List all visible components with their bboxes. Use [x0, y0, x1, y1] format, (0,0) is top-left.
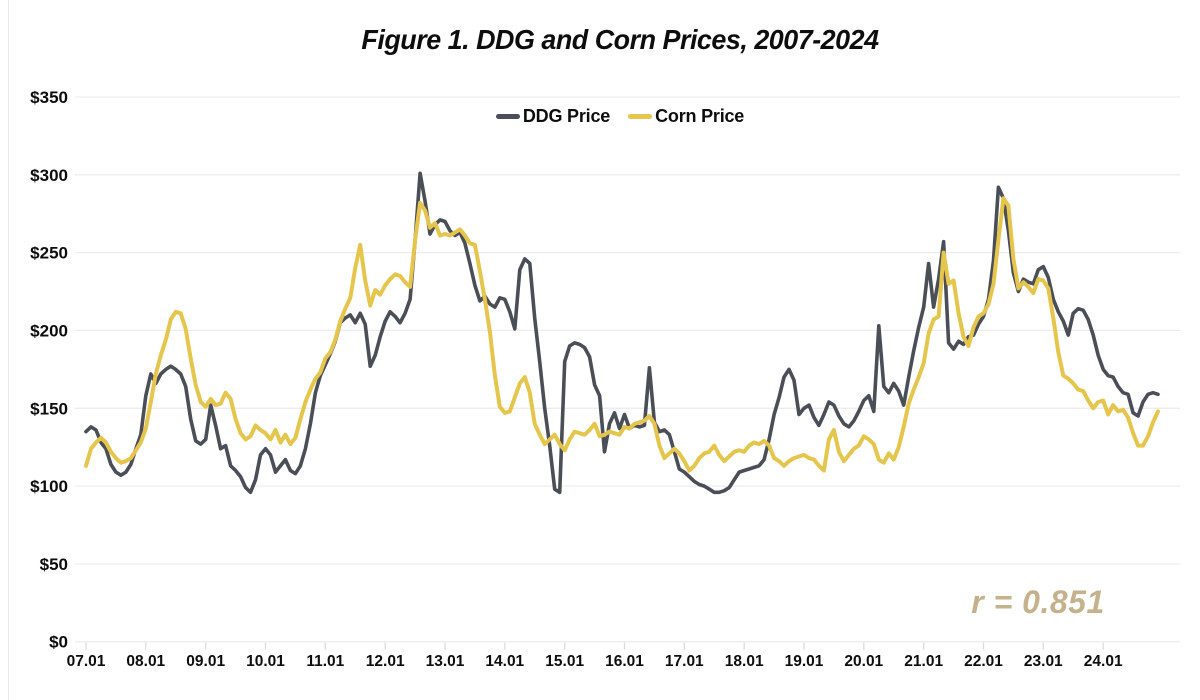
x-axis-label-24.01: 24.01: [1084, 653, 1123, 670]
chart-legend: DDG Price Corn Price: [0, 106, 1200, 127]
legend-label-corn: Corn Price: [655, 106, 745, 126]
chart-title: Figure 1. DDG and Corn Prices, 2007-2024: [361, 24, 879, 55]
x-axis-label-07.01: 07.01: [67, 653, 106, 670]
y-axis-label-350: $350: [30, 88, 68, 107]
y-axis-label-200: $200: [30, 321, 68, 340]
x-axis-label-17.01: 17.01: [665, 653, 704, 670]
series-line-ddg: [84, 171, 1160, 495]
y-axis-label-250: $250: [30, 244, 68, 263]
x-axis-label-08.01: 08.01: [126, 653, 165, 670]
ddg-line-swatch: [495, 114, 520, 119]
x-axis-label-14.01: 14.01: [485, 653, 524, 670]
y-axis-label-300: $300: [30, 166, 68, 185]
series-line-corn: [84, 196, 1160, 473]
x-axis-label-13.01: 13.01: [426, 653, 465, 670]
y-axis-label-0: $0: [49, 633, 68, 652]
x-axis-label-21.01: 21.01: [904, 653, 943, 670]
corn-line-swatch: [628, 114, 653, 119]
y-axis-label-50: $50: [40, 555, 68, 574]
left-edge-divider: [8, 0, 9, 700]
x-axis-label-20.01: 20.01: [844, 653, 883, 670]
x-axis-label-22.01: 22.01: [964, 653, 1003, 670]
legend-label-ddg: DDG Price: [522, 106, 611, 126]
x-axis-label-23.01: 23.01: [1024, 653, 1063, 670]
y-axis-label-150: $150: [30, 399, 68, 418]
x-axis-label-16.01: 16.01: [605, 653, 644, 670]
correlation-annotation: r = 0.851: [971, 584, 1105, 620]
x-axis-label-10.01: 10.01: [246, 653, 285, 670]
x-axis-label-15.01: 15.01: [545, 653, 584, 670]
x-axis-label-11.01: 11.01: [306, 653, 344, 670]
x-axis-label-09.01: 09.01: [186, 653, 225, 670]
y-axis-label-100: $100: [30, 477, 68, 496]
x-axis-label-19.01: 19.01: [785, 653, 824, 670]
x-axis-label-12.01: 12.01: [366, 653, 405, 670]
legend-item-corn: Corn Price: [628, 106, 744, 127]
x-axis-label-18.01: 18.01: [725, 653, 764, 670]
legend-item-ddg: DDG Price: [495, 106, 611, 127]
